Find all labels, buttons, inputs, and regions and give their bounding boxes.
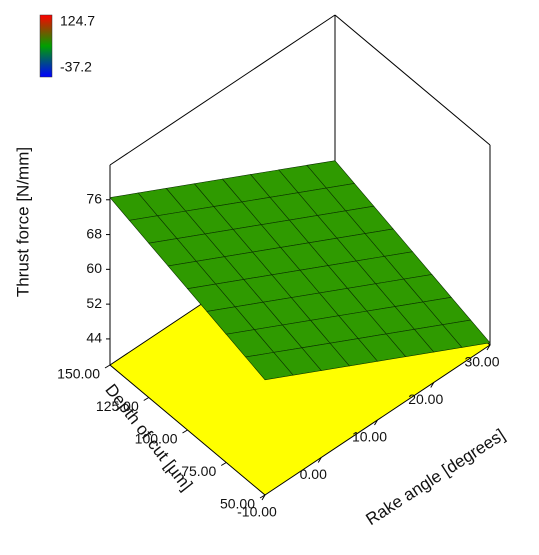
y-tick-label: 150.00 bbox=[57, 366, 100, 382]
y-tick bbox=[104, 364, 111, 369]
x-tick bbox=[486, 344, 491, 351]
y-tick bbox=[182, 429, 188, 434]
y-tick-label: 100.00 bbox=[135, 431, 178, 447]
y-tick-label: 50.00 bbox=[220, 496, 255, 512]
y-tick bbox=[143, 397, 150, 401]
surface-patch bbox=[245, 352, 294, 381]
x-tick bbox=[317, 457, 322, 463]
z-tick-label: 76 bbox=[86, 190, 102, 206]
x-tick-label: 0.00 bbox=[300, 466, 327, 482]
z-tick-label: 52 bbox=[86, 295, 102, 311]
z-tick-label: 68 bbox=[86, 225, 102, 241]
colorbar-max: 124.7 bbox=[60, 13, 95, 29]
box-edge bbox=[334, 14, 491, 146]
y-tick-label: 75.00 bbox=[181, 463, 216, 479]
colorbar bbox=[39, 14, 53, 78]
y-tick bbox=[220, 462, 227, 466]
x-tick bbox=[430, 382, 435, 388]
y-tick-label: 125.00 bbox=[96, 398, 139, 414]
x-tick-label: 20.00 bbox=[408, 391, 443, 407]
box-edge bbox=[109, 14, 336, 166]
x-tick-label: 30.00 bbox=[464, 354, 499, 370]
x-tick bbox=[261, 494, 266, 501]
x-tick-label: 10.00 bbox=[352, 429, 387, 445]
x-tick-label: -10.00 bbox=[237, 504, 277, 520]
z-tick-label: 60 bbox=[86, 260, 102, 276]
z-axis-title: Thrust force [N/mm] bbox=[13, 147, 32, 297]
x-tick bbox=[374, 419, 378, 426]
z-tick-label: 44 bbox=[86, 330, 102, 346]
colorbar-min: -37.2 bbox=[60, 59, 92, 75]
